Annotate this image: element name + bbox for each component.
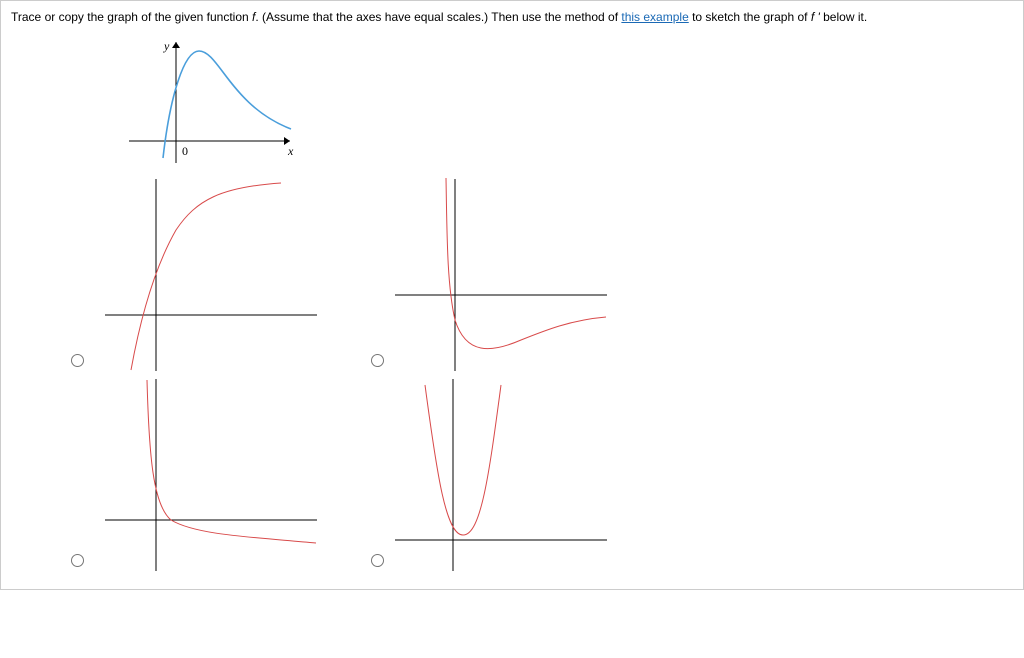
radio-cell-d (361, 551, 391, 575)
choice-graph-b (391, 175, 651, 375)
example-link[interactable]: this example (621, 10, 688, 24)
main-function-graph: 0 x y (121, 36, 1013, 171)
choice-graph-d (391, 375, 651, 575)
choice-svg-d (391, 375, 611, 575)
fprime-label: f ' (811, 10, 820, 24)
svg-text:y: y (163, 39, 170, 53)
choice-radio-c[interactable] (71, 554, 84, 567)
prompt-text-1: Trace or copy the graph of the given fun… (11, 10, 252, 24)
question-container: Trace or copy the graph of the given fun… (0, 0, 1024, 590)
choice-radio-d[interactable] (371, 554, 384, 567)
choice-radio-b[interactable] (371, 354, 384, 367)
radio-cell-a (51, 351, 101, 375)
choice-radio-a[interactable] (71, 354, 84, 367)
main-plot-svg: 0 x y (121, 36, 296, 171)
radio-cell-c (51, 551, 101, 575)
choice-svg-a (101, 175, 321, 375)
prompt-text-4: below it. (820, 10, 867, 24)
prompt-text-3: to sketch the graph of (689, 10, 811, 24)
prompt-text-2: . (Assume that the axes have equal scale… (255, 10, 621, 24)
answer-choices (51, 175, 1013, 575)
question-prompt: Trace or copy the graph of the given fun… (11, 9, 1013, 26)
choice-graph-c (101, 375, 361, 575)
choice-graph-a (101, 175, 361, 375)
choice-svg-c (101, 375, 321, 575)
svg-text:0: 0 (182, 144, 188, 158)
radio-cell-b (361, 351, 391, 375)
svg-text:x: x (287, 144, 294, 158)
choice-svg-b (391, 175, 611, 375)
